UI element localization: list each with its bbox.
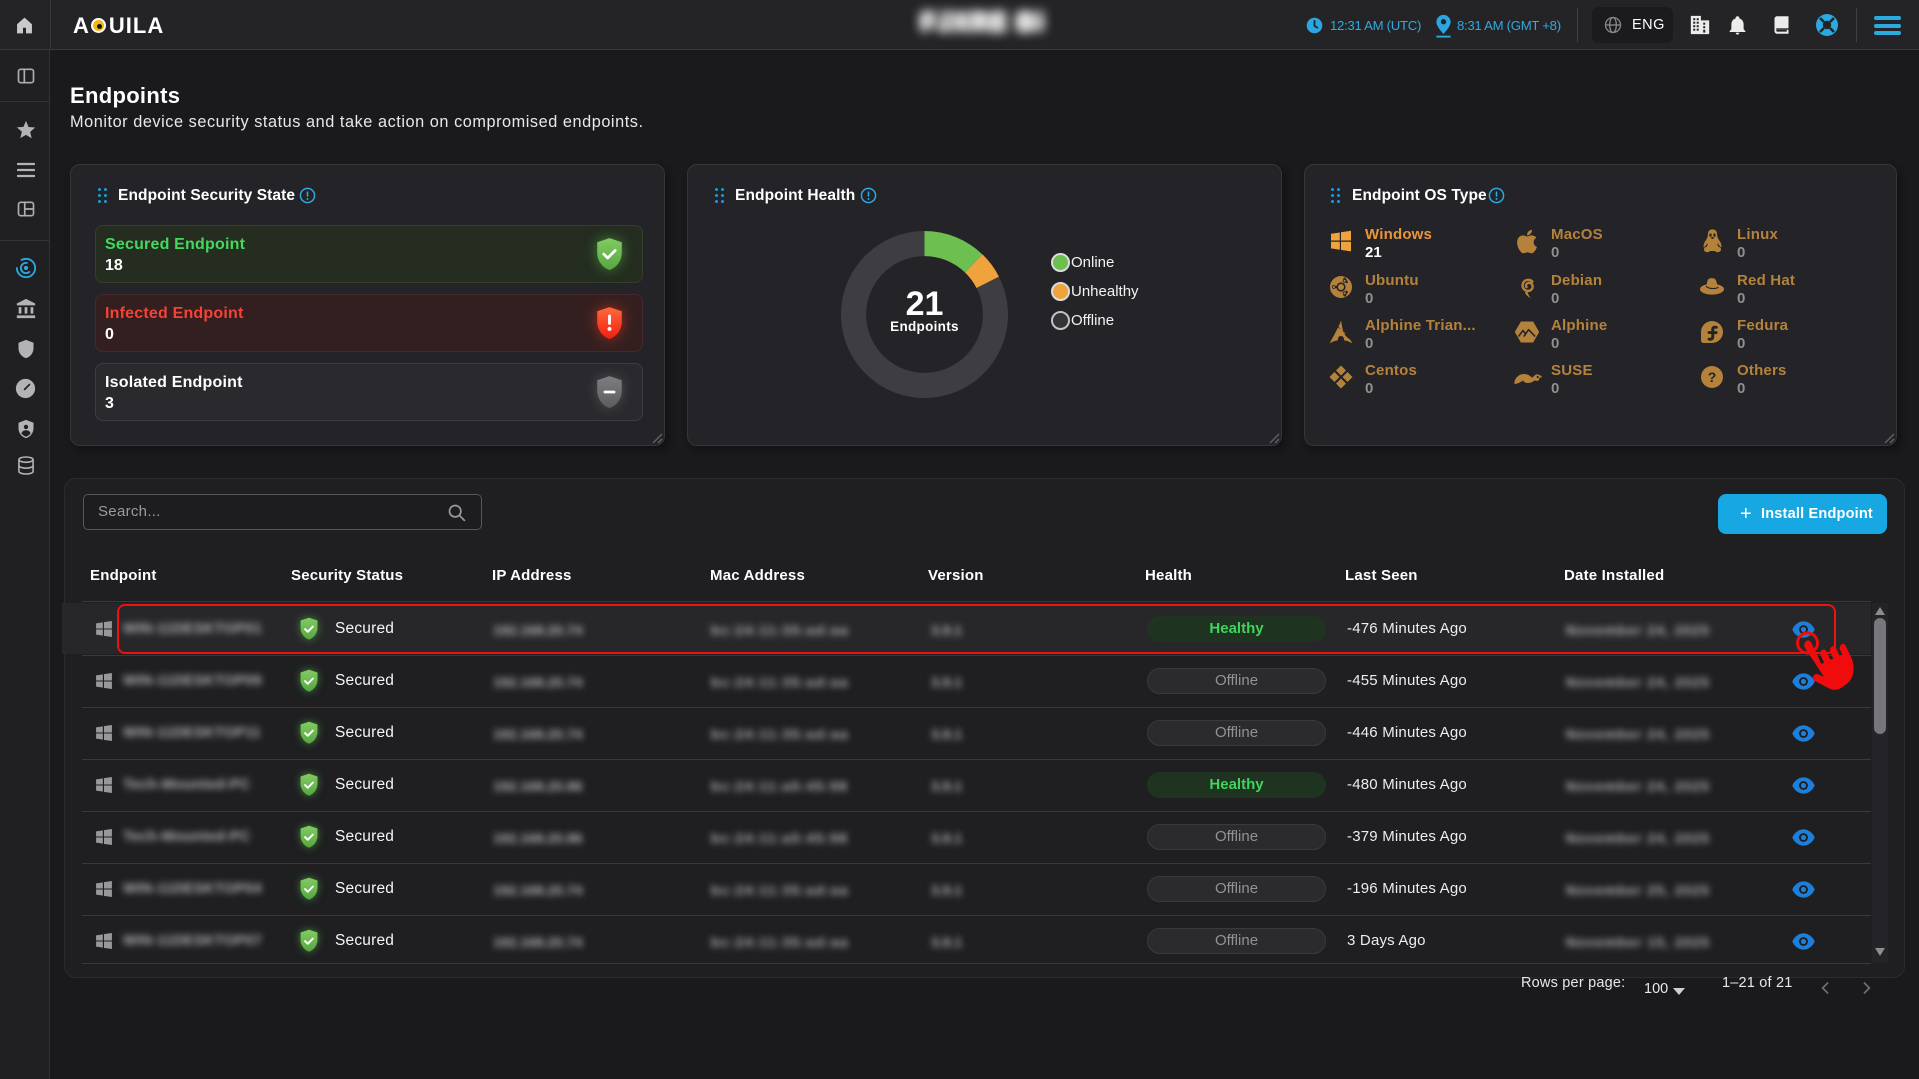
svg-text:?: ? bbox=[1708, 369, 1717, 385]
